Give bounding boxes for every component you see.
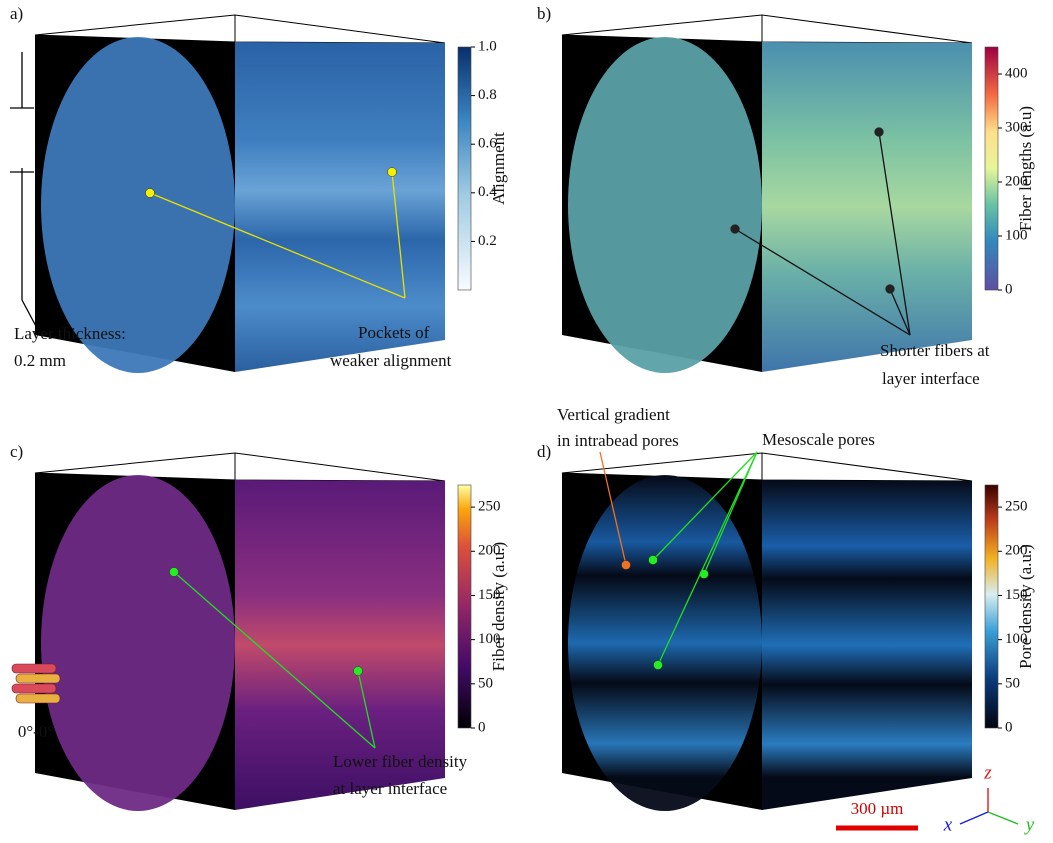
colorbar-tick-label: 250 bbox=[1005, 499, 1028, 515]
colorbar-label: Fiber density (a.u.) bbox=[489, 542, 508, 671]
annotation: Vertical gradient bbox=[557, 405, 670, 424]
colorbar-tick-label: 50 bbox=[478, 675, 493, 691]
panel-label: b) bbox=[537, 4, 551, 23]
annotation: in intrabead pores bbox=[557, 431, 679, 450]
panel-label: d) bbox=[537, 442, 551, 461]
annotation: Lower fiber density bbox=[333, 752, 468, 771]
colorbar-label: Alignment bbox=[489, 132, 508, 205]
annotation: Shorter fibers at bbox=[880, 341, 990, 360]
scale-bar-label: 300 µm bbox=[851, 799, 904, 818]
colorbar-tick-label: 0 bbox=[1005, 719, 1013, 735]
annotation: Mesoscale pores bbox=[762, 430, 875, 449]
axis-label: y bbox=[1024, 814, 1035, 835]
annotation: Layer thickness: bbox=[14, 324, 126, 343]
marker-dot bbox=[649, 556, 658, 565]
cross-section bbox=[41, 37, 235, 373]
marker-dot bbox=[622, 561, 631, 570]
annotation: layer interface bbox=[882, 369, 980, 388]
figure: a)0.20.40.60.81.0Alignmentb)010020030040… bbox=[0, 0, 1053, 843]
colorbar-tick-label: 400 bbox=[1005, 65, 1028, 81]
panel-label: c) bbox=[10, 442, 23, 461]
cube-right-face bbox=[762, 42, 972, 372]
axis-label: z bbox=[983, 762, 992, 783]
annotation: at layer interface bbox=[333, 779, 447, 798]
colorbar-tick-label: 0 bbox=[1005, 281, 1013, 297]
cube-right-face bbox=[762, 480, 972, 810]
colorbar-label: Fiber lengths (a.u) bbox=[1016, 106, 1035, 231]
marker-dot bbox=[170, 568, 179, 577]
colorbar bbox=[458, 485, 471, 728]
cross-section bbox=[41, 475, 235, 811]
stacking-label: 0°-0° bbox=[18, 722, 54, 741]
annotation: weaker alignment bbox=[330, 351, 452, 370]
colorbar bbox=[458, 47, 471, 290]
marker-dot bbox=[875, 128, 884, 137]
axis-arrow bbox=[960, 812, 988, 824]
stack-icon-layer bbox=[12, 664, 56, 673]
stack-icon-layer bbox=[16, 694, 60, 703]
annotation: 0.2 mm bbox=[14, 351, 66, 370]
colorbar-tick-label: 0.8 bbox=[478, 87, 497, 103]
marker-dot bbox=[886, 285, 895, 294]
colorbar-tick-label: 250 bbox=[478, 499, 501, 515]
stack-icon-layer bbox=[12, 684, 56, 693]
axis-label: x bbox=[943, 814, 953, 835]
colorbar bbox=[985, 485, 998, 728]
axis-arrow bbox=[988, 812, 1018, 824]
colorbar-tick-label: 0 bbox=[478, 719, 486, 735]
colorbar-tick-label: 0.2 bbox=[478, 233, 497, 249]
cross-section bbox=[568, 37, 762, 373]
colorbar-tick-label: 50 bbox=[1005, 675, 1020, 691]
colorbar-label: Pore density (a.u.) bbox=[1016, 544, 1035, 669]
marker-dot bbox=[146, 189, 155, 198]
marker-dot bbox=[654, 661, 663, 670]
panel-label: a) bbox=[10, 4, 23, 23]
marker-dot bbox=[388, 168, 397, 177]
stack-icon-layer bbox=[16, 674, 60, 683]
colorbar-tick-label: 1.0 bbox=[478, 38, 497, 54]
annotation: Pockets of bbox=[358, 323, 430, 342]
colorbar bbox=[985, 47, 998, 290]
cross-section bbox=[568, 475, 762, 811]
marker-dot bbox=[731, 225, 740, 234]
marker-dot bbox=[354, 667, 363, 676]
